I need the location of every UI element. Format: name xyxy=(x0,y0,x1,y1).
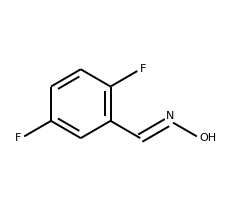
Text: F: F xyxy=(15,133,21,143)
Text: N: N xyxy=(166,111,174,121)
Text: F: F xyxy=(140,64,147,74)
Text: OH: OH xyxy=(200,133,217,143)
